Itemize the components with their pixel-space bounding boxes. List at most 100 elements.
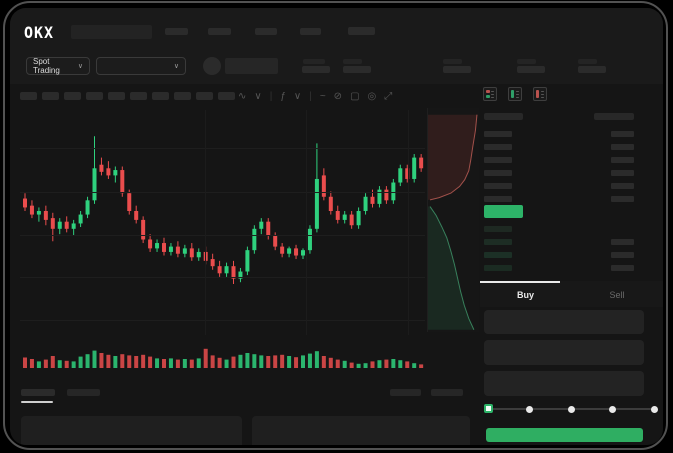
timeframe-placeholder[interactable] — [86, 92, 103, 100]
orderbook-row[interactable] — [484, 127, 634, 140]
orderbook-row[interactable] — [484, 140, 634, 153]
gridline — [20, 192, 425, 193]
combined-book-icon[interactable] — [483, 87, 497, 101]
amount-slider[interactable] — [484, 403, 658, 415]
orderbook-row[interactable] — [484, 179, 634, 192]
depth-chart — [428, 114, 478, 330]
slider-stop-dot[interactable] — [567, 405, 575, 413]
orderbook-row[interactable] — [484, 248, 634, 261]
chart-style-icon[interactable]: ∿ — [238, 90, 247, 102]
gridline — [20, 148, 425, 149]
last-price-bar[interactable] — [484, 205, 523, 218]
gridline — [20, 235, 425, 236]
slider-stop-dot[interactable] — [526, 405, 533, 413]
bottom-action-placeholder[interactable] — [431, 389, 463, 396]
timeframe-placeholder[interactable] — [218, 92, 235, 100]
orderbook-asks — [484, 127, 634, 205]
settings-icon[interactable]: ◎ — [367, 90, 377, 102]
orderbook-row[interactable] — [484, 153, 634, 166]
history-tab-placeholder[interactable] — [67, 389, 100, 396]
okx-logo: OKX — [24, 23, 55, 43]
chart-pane[interactable] — [20, 110, 425, 335]
nav-item-placeholder[interactable] — [255, 28, 277, 35]
timeframe-placeholder[interactable] — [152, 92, 169, 100]
timeframe-placeholder[interactable] — [108, 92, 125, 100]
bottom-action-placeholder[interactable] — [390, 389, 421, 396]
pair-name-placeholder — [225, 58, 278, 74]
pair-selector-dropdown[interactable]: ∨ — [96, 57, 186, 75]
stat-value-placeholder — [578, 66, 606, 73]
asks-only-icon[interactable] — [533, 87, 547, 101]
chevron-down-icon: ∨ — [77, 62, 83, 70]
buy-tab[interactable]: Buy — [516, 290, 534, 300]
app-window: OKX Spot Trading ∨ ∨ ∿ ∨ | ƒ ∨ | ~ ⊘ ▢ ◎ ⤢ — [10, 8, 663, 445]
price-input[interactable] — [484, 310, 644, 334]
candlestick-chart[interactable] — [20, 110, 425, 335]
orderbook-row[interactable] — [484, 222, 634, 235]
orderbook-header-amount — [594, 113, 634, 120]
orderbook-row[interactable] — [484, 192, 634, 205]
function-icon[interactable]: ƒ — [280, 90, 286, 102]
chevron-down-icon: ∨ — [173, 62, 179, 70]
device-bezel — [3, 1, 668, 450]
function-chevron-icon[interactable]: ∨ — [293, 90, 302, 102]
stat-label-placeholder — [303, 59, 325, 64]
timeframe-placeholder[interactable] — [64, 92, 81, 100]
orderbook-row[interactable] — [484, 235, 634, 248]
timeframe-placeholder[interactable] — [130, 92, 147, 100]
stat-value-placeholder — [517, 66, 545, 73]
volume-pane — [20, 340, 425, 368]
bids-only-icon[interactable] — [508, 87, 522, 101]
orders-tab-placeholder[interactable] — [21, 389, 55, 396]
stat-value-placeholder — [343, 66, 371, 73]
stat-label-placeholder — [578, 59, 597, 64]
stat-label-placeholder — [343, 59, 362, 64]
stat-label-placeholder — [517, 59, 536, 64]
slider-handle[interactable] — [484, 404, 493, 413]
toolbar-divider: | — [309, 90, 312, 102]
gridline — [408, 110, 409, 335]
orderbook-view-toggle — [483, 87, 547, 101]
orderbook-bids — [484, 222, 634, 274]
volume-chart — [23, 348, 424, 368]
orders-panel — [21, 416, 242, 445]
trade-tabbar: Buy Sell — [480, 281, 663, 307]
orderbook-header-price — [484, 113, 523, 120]
timeframe-placeholder[interactable] — [174, 92, 191, 100]
timeframe-placeholder[interactable] — [42, 92, 59, 100]
compare-icon[interactable]: ⊘ — [333, 90, 343, 102]
amount-input[interactable] — [484, 340, 644, 365]
toolbar-divider: | — [269, 90, 273, 102]
gridline — [20, 320, 425, 321]
slider-stop-dot[interactable] — [609, 405, 616, 413]
slider-stop-dot[interactable] — [650, 405, 658, 413]
search-placeholder[interactable] — [71, 25, 152, 39]
orderbook-row[interactable] — [484, 166, 634, 179]
stat-label-placeholder — [443, 59, 462, 64]
fullscreen-icon[interactable]: ⤢ — [384, 90, 393, 102]
chart-style-chevron-icon[interactable]: ∨ — [254, 90, 262, 102]
orderbook-row[interactable] — [484, 261, 634, 274]
nav-item-placeholder[interactable] — [165, 28, 188, 35]
nav-item-placeholder[interactable] — [300, 28, 321, 35]
total-input[interactable] — [484, 371, 644, 396]
snapshot-icon[interactable]: ▢ — [350, 90, 360, 102]
active-tab-indicator — [21, 401, 53, 403]
nav-item-placeholder[interactable] — [348, 27, 375, 35]
buy-button[interactable] — [486, 428, 643, 442]
gridline — [20, 277, 425, 278]
gridline — [205, 110, 206, 335]
stat-value-placeholder — [302, 66, 330, 73]
market-type-label: Spot Trading — [33, 57, 60, 75]
active-tab-indicator — [480, 281, 560, 283]
stat-value-placeholder — [443, 66, 471, 73]
timeframe-placeholder[interactable] — [20, 92, 37, 100]
market-type-dropdown[interactable]: Spot Trading ∨ — [26, 57, 90, 75]
depth-pane — [427, 108, 479, 332]
nav-item-placeholder[interactable] — [208, 28, 231, 35]
indicator-icon[interactable]: ~ — [319, 90, 326, 102]
chart-tools: ∿ ∨ | ƒ ∨ | ~ ⊘ ▢ ◎ ⤢ — [238, 90, 392, 102]
timeframe-placeholder[interactable] — [196, 92, 213, 100]
sell-tab[interactable]: Sell — [609, 290, 625, 300]
